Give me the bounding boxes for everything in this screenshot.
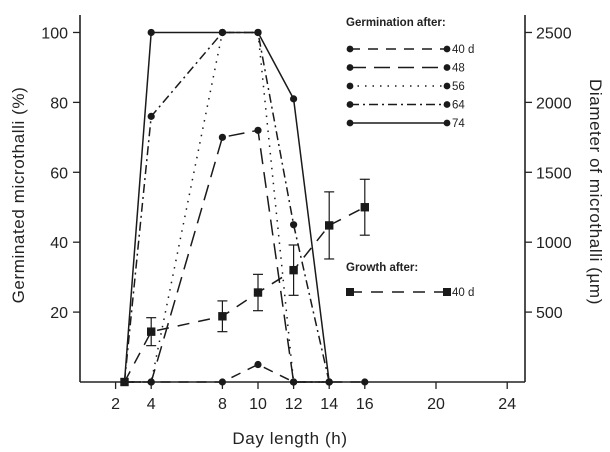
data-point <box>147 327 156 336</box>
data-point <box>254 28 262 37</box>
x-tick-label: 16 <box>356 396 374 413</box>
legend-items: 40 d 48 56 64 74 40 d <box>346 44 474 299</box>
data-point <box>147 378 155 386</box>
data-point <box>346 64 354 71</box>
legend-entry: 74 <box>346 118 465 130</box>
data-point <box>254 126 262 134</box>
legend-germination-title: Germination after: <box>346 17 446 29</box>
y2-tick-label: 1500 <box>536 165 572 182</box>
legend-entry: 56 <box>346 81 465 93</box>
series-growth-5 <box>120 178 370 387</box>
y-axis-right: 500 1000 1500 2000 2500 <box>525 25 572 322</box>
data-point <box>290 95 298 103</box>
x-tick-label: 14 <box>320 396 338 413</box>
data-point <box>443 101 451 108</box>
legend-label: 40 d <box>452 44 474 56</box>
data-point <box>443 119 451 127</box>
legend-entry: 48 <box>346 63 465 75</box>
data-point <box>147 28 155 37</box>
y-tick-label: 40 <box>50 235 68 252</box>
y2-tick-label: 500 <box>536 305 563 322</box>
data-point <box>443 288 451 296</box>
x-axis-title: Day length (h) <box>232 429 347 448</box>
data-point <box>254 360 262 369</box>
data-point <box>290 221 298 229</box>
data-point <box>361 378 369 386</box>
legend-entry: 40 d <box>346 44 474 56</box>
series-line <box>123 31 330 383</box>
data-point <box>346 45 354 53</box>
legend-entry: 64 <box>346 100 465 112</box>
legend-label: 56 <box>452 81 465 93</box>
data-point <box>346 101 354 108</box>
y-tick-label: 60 <box>50 165 68 182</box>
y-tick-label: 80 <box>50 95 68 112</box>
x-tick-label: 4 <box>147 396 156 413</box>
y-tick-label: 20 <box>50 305 68 322</box>
data-point <box>325 378 333 386</box>
x-tick-label: 2 <box>111 396 120 413</box>
legend: Germination after: Growth after: 40 d 48 5… <box>346 17 474 299</box>
y-axis-left: 20 40 60 80 100 <box>41 25 80 322</box>
y2-axis-title: Diameter of microthalli (µm) <box>586 79 605 305</box>
data-point <box>360 203 369 212</box>
data-point <box>218 378 226 386</box>
x-tick-label: 12 <box>285 396 303 413</box>
data-point <box>346 288 354 296</box>
data-point <box>325 221 334 230</box>
data-point <box>443 45 451 53</box>
legend-entry: 40 d <box>346 287 474 299</box>
x-tick-label: 20 <box>427 396 445 413</box>
legend-label: 40 d <box>452 287 474 299</box>
data-point <box>346 119 354 127</box>
x-tick-label: 8 <box>218 396 227 413</box>
data-point <box>346 82 354 90</box>
data-point <box>218 28 226 37</box>
x-axis: 2 4 8 10 12 14 16 20 24 <box>111 382 516 413</box>
x-tick-label: 24 <box>498 396 516 413</box>
y2-tick-label: 2500 <box>536 25 572 42</box>
series-layer <box>120 28 370 387</box>
data-point <box>443 82 451 90</box>
series-line <box>124 129 330 383</box>
data-point <box>147 112 155 120</box>
legend-label: 74 <box>452 118 465 130</box>
legend-label: 48 <box>452 63 465 75</box>
x-tick-label: 10 <box>249 396 267 413</box>
data-point <box>218 133 226 141</box>
y2-tick-label: 1000 <box>536 235 572 252</box>
y2-tick-label: 2000 <box>536 95 572 112</box>
data-point <box>120 377 129 387</box>
legend-growth-title: Growth after: <box>346 262 418 274</box>
data-point <box>290 378 298 386</box>
legend-label: 64 <box>452 100 465 112</box>
data-point <box>443 64 451 71</box>
y-tick-label: 100 <box>41 25 68 42</box>
y-axis-title: Germinated microthalli (%) <box>9 87 28 304</box>
data-point <box>218 312 227 321</box>
data-point <box>289 265 298 275</box>
data-point <box>253 288 263 297</box>
